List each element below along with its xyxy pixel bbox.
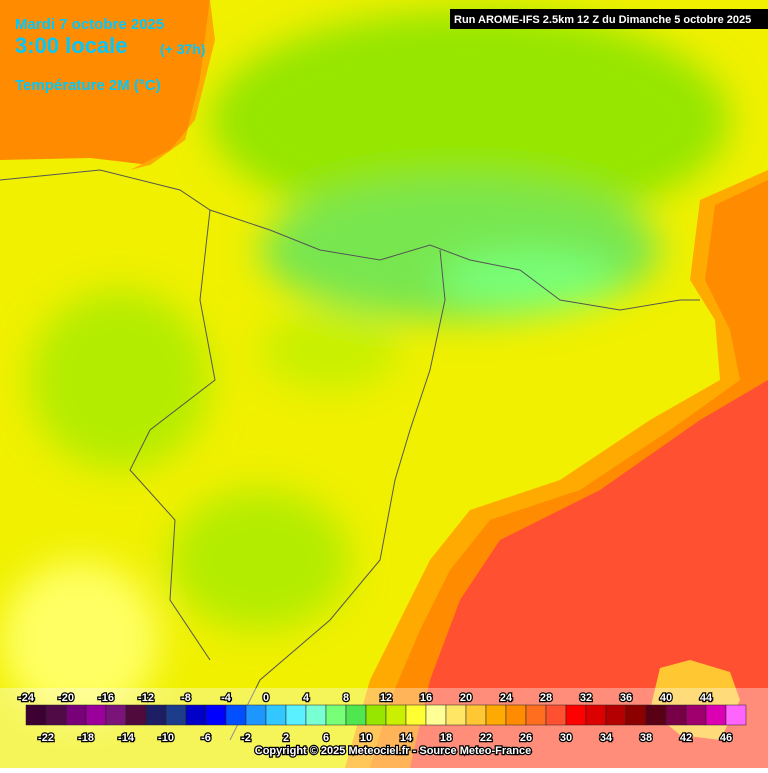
legend-swatch [165, 704, 187, 726]
legend-label: 14 [400, 732, 413, 744]
legend-swatch [405, 704, 427, 726]
legend-swatch [85, 704, 107, 726]
legend-swatch [305, 704, 327, 726]
legend-label: 8 [343, 692, 349, 704]
legend-label: 4 [303, 692, 310, 704]
legend-label: 38 [640, 732, 652, 744]
legend-backdrop [0, 688, 768, 768]
legend-label: 16 [420, 692, 432, 704]
legend: -24-22-20-18-16-14-12-10-8-6-4-202468101… [17, 691, 747, 745]
legend-swatch [545, 704, 567, 726]
run-box [450, 9, 768, 29]
legend-label: 42 [680, 732, 692, 744]
forecast-lead: (+ 37h) [160, 41, 206, 57]
legend-label: 10 [360, 732, 372, 744]
legend-swatch [265, 704, 287, 726]
legend-swatch [65, 704, 87, 726]
legend-label: 20 [460, 692, 472, 704]
legend-swatch [645, 704, 667, 726]
legend-swatch [485, 704, 507, 726]
legend-label: 22 [480, 732, 492, 744]
legend-swatch [105, 704, 127, 726]
legend-label: -6 [201, 732, 211, 744]
legend-label: -14 [118, 732, 135, 744]
legend-swatch [345, 704, 367, 726]
legend-swatch [285, 704, 307, 726]
legend-swatch [205, 704, 227, 726]
legend-swatch [365, 704, 387, 726]
legend-label: -16 [98, 692, 114, 704]
legend-swatch [25, 704, 47, 726]
legend-swatch [705, 704, 727, 726]
legend-swatch [385, 704, 407, 726]
legend-swatch [45, 704, 67, 726]
legend-swatch [465, 704, 487, 726]
legend-swatch [565, 704, 587, 726]
legend-label: -8 [181, 692, 191, 704]
legend-swatch [665, 704, 687, 726]
legend-swatch [185, 704, 207, 726]
legend-swatch [145, 704, 167, 726]
legend-label: 30 [560, 732, 572, 744]
legend-swatch [505, 704, 527, 726]
legend-swatch [685, 704, 707, 726]
legend-label: 24 [500, 692, 513, 704]
legend-label: -10 [158, 732, 174, 744]
legend-swatch [605, 704, 627, 726]
legend-label: -20 [58, 692, 74, 704]
legend-swatch [445, 704, 467, 726]
legend-label: 12 [380, 692, 392, 704]
forecast-date: Mardi 7 octobre 2025 [15, 16, 164, 33]
legend-label: -18 [78, 732, 94, 744]
forecast-time: 3:00 locale [15, 33, 128, 58]
legend-label: 46 [720, 732, 732, 744]
legend-label: 40 [660, 692, 672, 704]
legend-label: 26 [520, 732, 532, 744]
legend-label: 32 [580, 692, 592, 704]
variable-name: Température 2M (°C) [15, 77, 161, 94]
legend-swatch [625, 704, 647, 726]
legend-label: -22 [38, 732, 54, 744]
legend-label: 34 [600, 732, 613, 744]
legend-swatch [325, 704, 347, 726]
legend-label: 28 [540, 692, 552, 704]
legend-label: 36 [620, 692, 632, 704]
legend-swatch [425, 704, 447, 726]
legend-swatch [245, 704, 267, 726]
legend-swatch [725, 704, 747, 726]
legend-label: -24 [18, 692, 35, 704]
legend-label: -2 [241, 732, 251, 744]
run-info: Run AROME-IFS 2.5km 12 Z du Dimanche 5 o… [454, 14, 751, 26]
legend-label: 44 [700, 692, 713, 704]
legend-label: -4 [221, 692, 232, 704]
legend-label: 0 [263, 692, 269, 704]
legend-swatch [225, 704, 247, 726]
legend-swatch [525, 704, 547, 726]
legend-label: -12 [138, 692, 154, 704]
copyright: Copyright © 2025 Meteociel.fr - Source M… [255, 745, 531, 757]
legend-swatch [125, 704, 147, 726]
legend-swatch [585, 704, 607, 726]
legend-label: 6 [323, 732, 329, 744]
legend-label: 2 [283, 732, 289, 744]
legend-label: 18 [440, 732, 452, 744]
